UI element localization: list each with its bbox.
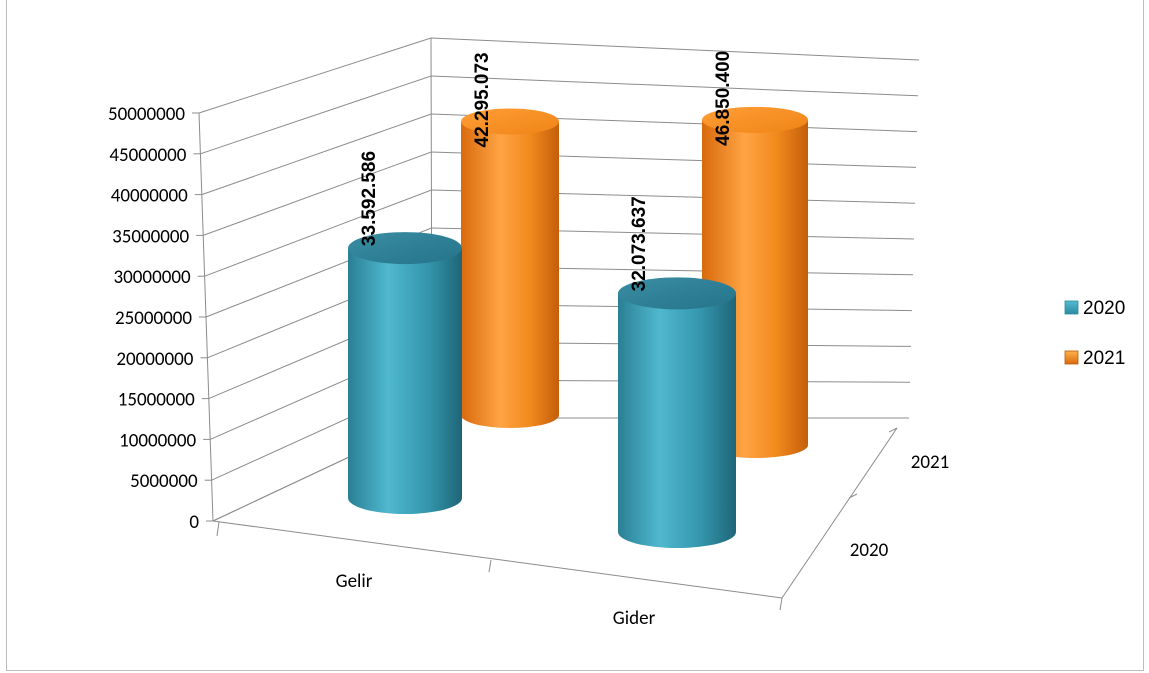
category-label: Gelir	[336, 570, 373, 593]
data-label: 32.073.637	[629, 196, 650, 291]
category-label: Gider	[613, 607, 656, 630]
cylinder-chart-3d: 0 5000000 10000000 15000000 20000000 25000000…	[108, 37, 1125, 630]
y-axis-line	[198, 112, 214, 522]
y-tick-label: 15000000	[118, 389, 195, 412]
depth-label: 2020	[850, 539, 889, 562]
y-tick-label: 0	[189, 511, 199, 534]
legend-swatch	[1064, 300, 1079, 315]
cylinder-body	[618, 293, 736, 548]
y-tick-label: 50000000	[108, 103, 185, 126]
cylinder-top	[348, 232, 462, 265]
y-tick-label: 20000000	[116, 348, 193, 371]
cylinder-2020-gelir	[348, 232, 462, 514]
cylinder-body	[348, 248, 462, 514]
legend-item-2020: 2020	[1064, 298, 1125, 319]
depth-tick-mark	[888, 427, 898, 433]
data-label: 46.850.400	[713, 51, 734, 146]
data-label: 33.592.586	[359, 151, 380, 246]
label-layer: 42.295.073 46.850.400 33.592.586 32.073.637	[359, 51, 734, 292]
legend-swatch	[1064, 350, 1079, 365]
legend-label: 2020	[1083, 298, 1125, 319]
cylinder-2020-gider	[618, 277, 736, 548]
gridline	[198, 37, 920, 114]
depth-label: 2021	[911, 451, 950, 474]
gridline	[200, 75, 919, 155]
x-tick-mark	[488, 559, 492, 573]
floor-right-edge	[781, 427, 898, 599]
legend-label: 2021	[1083, 348, 1125, 369]
depth-tick-mark	[848, 493, 858, 499]
cylinder-top	[618, 277, 736, 310]
chart-frame: 0 5000000 10000000 15000000 20000000 25000000…	[6, 0, 1144, 671]
floor-front-edge	[212, 520, 783, 599]
x-tick-mark	[779, 597, 783, 611]
data-label: 42.295.073	[472, 52, 493, 147]
cylinder-top	[702, 106, 808, 133]
bar-layer	[348, 106, 808, 548]
gridline	[204, 189, 916, 277]
legend-item-2021: 2021	[1064, 348, 1125, 369]
cylinder-2021-gelir	[461, 108, 559, 428]
cylinder-top	[461, 108, 559, 135]
y-tick-label: 10000000	[119, 429, 196, 452]
x-tick-mark	[216, 521, 220, 537]
gridline	[201, 113, 918, 196]
y-tick-label: 25000000	[115, 307, 192, 330]
legend: 2020 2021	[1064, 298, 1125, 369]
y-tick-label: 35000000	[112, 225, 189, 248]
y-tick-label: 5000000	[130, 470, 198, 493]
axis-layer: 0 5000000 10000000 15000000 20000000 25000000…	[108, 103, 949, 630]
y-tick-label: 45000000	[109, 144, 186, 167]
y-tick-label: 40000000	[111, 185, 188, 208]
y-tick-label: 30000000	[114, 266, 191, 289]
cylinder-body	[461, 121, 559, 428]
